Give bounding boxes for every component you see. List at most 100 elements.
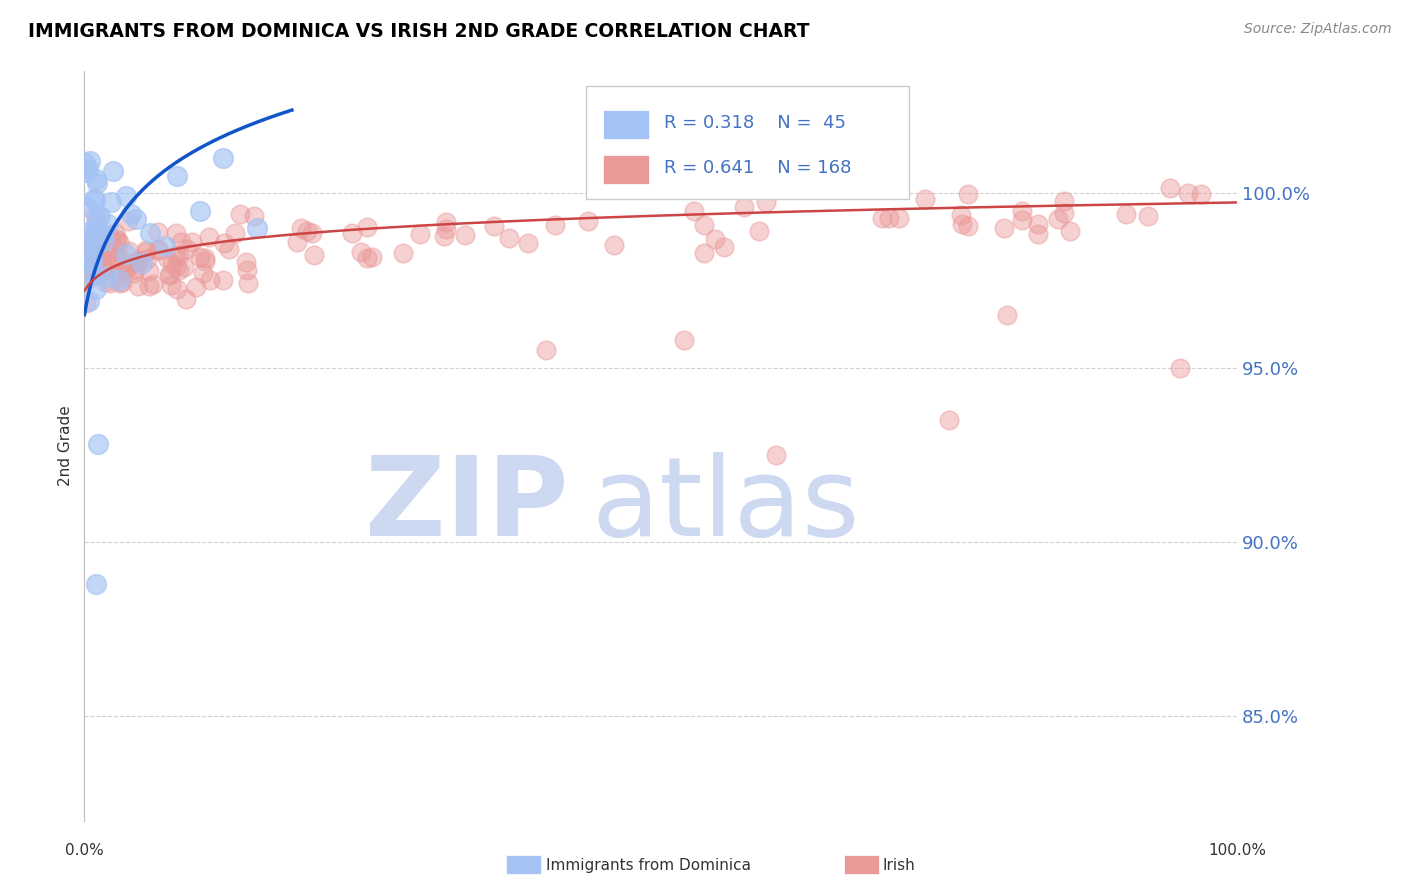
Point <box>86 176 108 190</box>
Point <box>108 273 131 287</box>
Point <box>950 208 973 222</box>
Point <box>534 343 557 358</box>
Point <box>127 279 149 293</box>
Point <box>993 220 1015 235</box>
Point <box>87 242 110 256</box>
Point <box>73 234 96 248</box>
Point <box>242 209 264 223</box>
Point <box>83 208 105 222</box>
Point <box>693 218 716 232</box>
Point <box>83 261 105 276</box>
Point <box>950 218 973 232</box>
Point <box>76 272 98 286</box>
Point <box>433 229 456 244</box>
Point <box>84 257 107 271</box>
Point <box>115 260 138 274</box>
Point <box>148 243 170 257</box>
Bar <box>603 111 650 139</box>
Point <box>1053 206 1076 220</box>
Point <box>75 244 97 259</box>
Point <box>125 262 148 277</box>
Point <box>224 226 246 240</box>
Point <box>93 227 115 242</box>
Point <box>350 245 373 260</box>
Point <box>110 276 132 290</box>
Point <box>138 279 160 293</box>
Point <box>1115 207 1137 221</box>
Point <box>122 266 145 280</box>
Point <box>603 238 626 252</box>
Point <box>391 245 413 260</box>
Point <box>115 247 138 261</box>
Point <box>128 253 150 268</box>
Point <box>75 249 97 263</box>
Point <box>1046 211 1069 226</box>
Point <box>1177 186 1199 200</box>
Point <box>166 282 188 296</box>
Point <box>107 235 129 249</box>
Point <box>576 213 599 227</box>
Point <box>914 192 936 206</box>
Point <box>86 237 108 252</box>
Point <box>285 235 308 249</box>
Point <box>93 234 115 248</box>
Point <box>76 267 98 281</box>
Point <box>672 333 695 347</box>
Point <box>356 220 378 235</box>
Point <box>82 250 104 264</box>
Point <box>82 250 104 264</box>
Point <box>83 193 105 207</box>
Point <box>84 238 107 252</box>
Point <box>75 243 97 257</box>
Point <box>454 228 477 243</box>
Point <box>1159 181 1181 195</box>
Point <box>91 228 114 243</box>
Point <box>211 273 233 287</box>
Point <box>957 187 980 202</box>
Point <box>544 218 567 232</box>
Text: Irish: Irish <box>883 858 915 872</box>
Point <box>86 172 108 186</box>
Point <box>107 250 129 264</box>
Point <box>236 263 259 277</box>
Point <box>110 264 132 278</box>
Text: IMMIGRANTS FROM DOMINICA VS IRISH 2ND GRADE CORRELATION CHART: IMMIGRANTS FROM DOMINICA VS IRISH 2ND GR… <box>28 22 810 41</box>
Text: R = 0.641    N = 168: R = 0.641 N = 168 <box>664 159 852 177</box>
Point <box>117 213 139 227</box>
Text: ZIP: ZIP <box>366 452 568 559</box>
Point <box>191 266 214 280</box>
Point <box>105 232 128 246</box>
Point <box>125 211 148 226</box>
Text: atlas: atlas <box>592 452 860 559</box>
Text: Source: ZipAtlas.com: Source: ZipAtlas.com <box>1244 22 1392 37</box>
Point <box>91 259 114 273</box>
Point <box>342 226 364 240</box>
Point <box>159 268 181 282</box>
Point <box>96 270 118 285</box>
Point <box>91 263 114 277</box>
Point <box>94 275 117 289</box>
Point <box>713 240 735 254</box>
Point <box>290 221 312 235</box>
Point <box>212 235 235 250</box>
Point <box>87 268 110 283</box>
Point <box>89 249 111 263</box>
Point <box>98 230 121 244</box>
Point <box>302 248 325 262</box>
Point <box>165 248 187 262</box>
Point <box>408 227 430 241</box>
Point <box>75 260 97 275</box>
Point <box>1026 217 1049 231</box>
Point <box>193 251 215 265</box>
Point <box>75 165 97 179</box>
Point <box>80 256 103 270</box>
Point <box>135 245 157 260</box>
Point <box>84 239 107 253</box>
Point <box>77 240 100 254</box>
Point <box>77 293 100 308</box>
Point <box>1053 194 1076 209</box>
Point <box>176 242 198 256</box>
Point <box>73 156 96 170</box>
Point <box>153 238 176 252</box>
FancyBboxPatch shape <box>586 87 908 199</box>
